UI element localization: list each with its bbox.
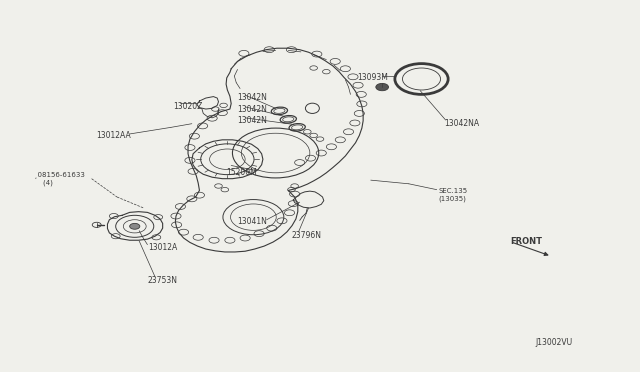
Text: 13012AA: 13012AA [97,131,131,140]
Text: 13042NA: 13042NA [444,119,479,128]
Text: 13012A: 13012A [148,243,178,252]
Text: 13020Z: 13020Z [173,102,202,110]
Text: 23753N: 23753N [147,276,177,285]
Text: 13042N: 13042N [237,116,268,125]
Text: J13002VU: J13002VU [536,339,573,347]
Text: 13042N: 13042N [237,93,268,102]
Text: 23796N: 23796N [291,231,321,240]
Circle shape [376,83,388,91]
Text: 13041N: 13041N [237,217,268,227]
Text: 13042N: 13042N [237,105,268,113]
Circle shape [130,223,140,229]
Text: 15200M: 15200M [226,168,257,177]
Text: ¸08156-61633
    (4): ¸08156-61633 (4) [35,171,85,186]
Text: SEC.135
(13035): SEC.135 (13035) [438,188,467,202]
Text: FRONT: FRONT [510,237,542,246]
Text: 13093M: 13093M [356,73,388,83]
